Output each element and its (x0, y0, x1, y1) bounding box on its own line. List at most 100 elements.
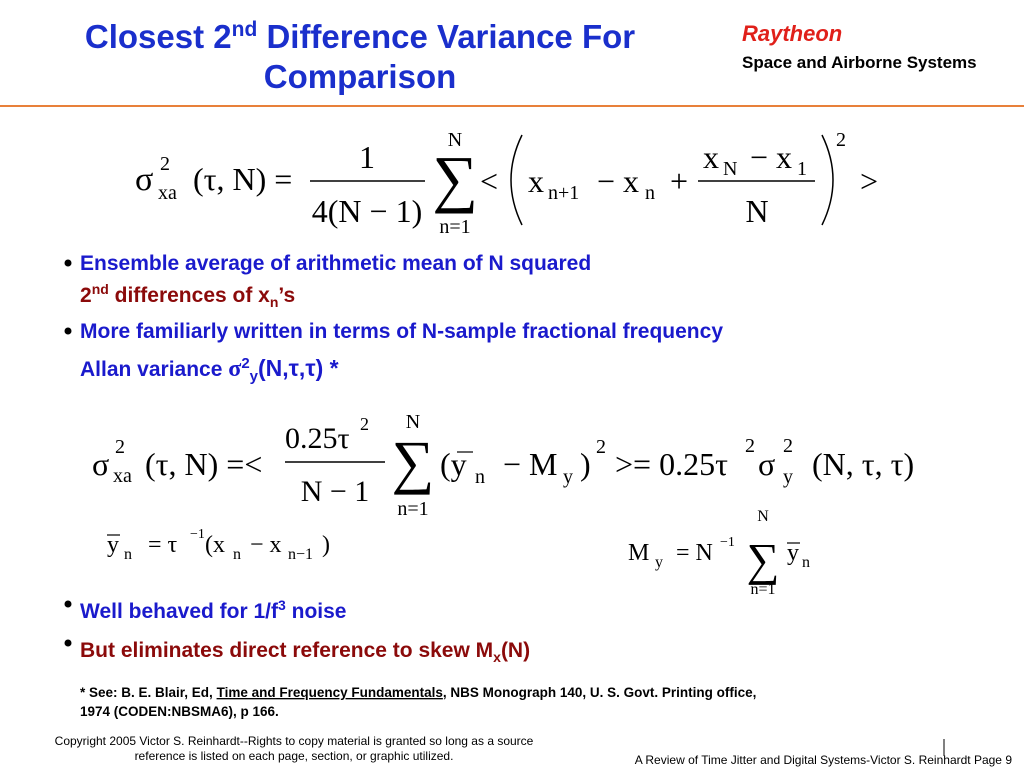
equation-term: < (480, 163, 498, 199)
equation-term: N (406, 411, 420, 433)
text: σ (228, 356, 241, 382)
logo: Raytheon (742, 21, 842, 46)
book-title: Time and Frequency Fundamentals (217, 685, 443, 700)
equation-term: (x (205, 532, 225, 558)
title-text: Difference Variance For (257, 18, 635, 55)
equation-term: (τ, N) = (193, 161, 292, 197)
footnote: 1974 (CODEN:NBSMA6), p 166. (80, 704, 279, 719)
bullet-text: Ensemble average of arithmetic mean of N… (80, 252, 591, 275)
text: (N,τ,τ) * (258, 355, 339, 381)
equation-term: 0.25τ (285, 422, 350, 455)
slide-title: Closest 2nd Difference Variance For (85, 18, 635, 55)
copyright: Copyright 2005 Victor S. Reinhardt--Righ… (55, 734, 534, 748)
equations: σ 2xa (τ, N) =14(N − 1)N∑n=1< x n+1− x n +x N − … (92, 129, 914, 598)
equation-term: x (703, 139, 719, 175)
equation-term: >= 0.25τ (615, 446, 728, 482)
equation-term: = N (676, 540, 713, 566)
text: Well behaved for 1/f (80, 600, 279, 623)
copyright: reference is listed on each page, sectio… (135, 749, 454, 763)
equation-term: ∑ (392, 429, 435, 495)
equation-term: n+1 (548, 182, 579, 204)
equation-term: − x (250, 532, 282, 558)
equation-term: 1 (797, 158, 807, 180)
bullet (64, 327, 72, 335)
sub: x (493, 649, 501, 665)
equation-term: 2 (160, 153, 170, 175)
paren (510, 134, 523, 226)
equation-term: N − 1 (301, 475, 370, 508)
sub: n (270, 294, 279, 310)
equation-term: (y (440, 446, 467, 482)
equation-term: − x (750, 139, 792, 175)
equation-term: N (723, 158, 737, 180)
text: noise (286, 600, 347, 623)
equation-term: y (107, 532, 119, 558)
equation-term: σ (92, 446, 109, 482)
equation-term: + (670, 163, 688, 199)
equation-term: n (645, 182, 655, 204)
equation-term: y (655, 554, 663, 571)
equation-term: n−1 (288, 546, 313, 563)
equation-term: y (783, 466, 793, 488)
equation-term: y (563, 466, 573, 488)
equation-term: > (860, 163, 878, 199)
logo-subtitle: Space and Airborne Systems (742, 53, 977, 72)
equation-term: − x (597, 163, 639, 199)
equation-term: ∑ (432, 143, 478, 214)
equation-term: (N, τ, τ) (812, 446, 914, 482)
equation-term: ∑ (747, 534, 780, 585)
equation-term: σ (758, 446, 775, 482)
equation-term: 2 (783, 435, 793, 457)
text: But eliminates direct reference to skew … (80, 639, 493, 662)
text: , NBS Monograph 140, U. S. Govt. Printin… (443, 685, 757, 700)
equation-term: n=1 (750, 581, 775, 598)
bullet-text: 2nd differences of xn’s (80, 281, 295, 310)
equation-term: n (475, 466, 485, 488)
equation-term: ) (322, 532, 330, 558)
equation-term: M (628, 540, 649, 566)
equation-term: n=1 (397, 498, 428, 520)
equation-term: xa (113, 465, 132, 487)
text: * See: B. E. Blair, Ed, (80, 685, 217, 700)
equation-term: N (745, 193, 768, 229)
paren (821, 134, 834, 226)
equation-term: n=1 (439, 216, 470, 238)
equation-term: N (448, 129, 462, 151)
text: 2 (80, 284, 92, 307)
bullet-text: More familiarly written in terms of N-sa… (80, 320, 723, 343)
bullet (64, 259, 72, 267)
sup: nd (92, 281, 109, 297)
equation-term: 4(N − 1) (312, 193, 422, 229)
text: (N) (501, 639, 530, 662)
bullet-text: But eliminates direct reference to skew … (80, 639, 530, 665)
equation-term: 2 (596, 436, 606, 458)
equation-term: −1 (190, 527, 205, 542)
equation-term: (τ, N) =< (145, 446, 262, 482)
equation-term: xa (158, 182, 177, 204)
equation-term: 1 (359, 139, 375, 175)
equation-term: ) (580, 446, 591, 482)
equation-term: −1 (720, 535, 735, 550)
equation-term: 2 (115, 436, 125, 458)
text: Allan variance (80, 358, 228, 381)
bullet-text: Allan variance σ2y(N,τ,τ) * (80, 355, 339, 385)
equation-term: y (787, 540, 799, 566)
equation-term: n (124, 546, 132, 563)
title-text: Closest 2 (85, 18, 232, 55)
equation-term: n (802, 554, 810, 571)
equation-term: n (233, 546, 241, 563)
footnote: * See: B. E. Blair, Ed, Time and Frequen… (80, 685, 756, 700)
slide-title: Comparison (264, 58, 457, 95)
equation-term: 2 (360, 414, 369, 434)
equation-term: 2 (836, 129, 846, 151)
equation-term: = τ (148, 532, 178, 558)
bullet-text: Well behaved for 1/f3 noise (80, 597, 346, 623)
equation-term: x (528, 163, 544, 199)
equation-term: N (757, 508, 769, 525)
bullet (64, 600, 72, 608)
sub: y (250, 368, 259, 385)
equation-term: − M (503, 446, 558, 482)
sup: 2 (241, 355, 249, 372)
